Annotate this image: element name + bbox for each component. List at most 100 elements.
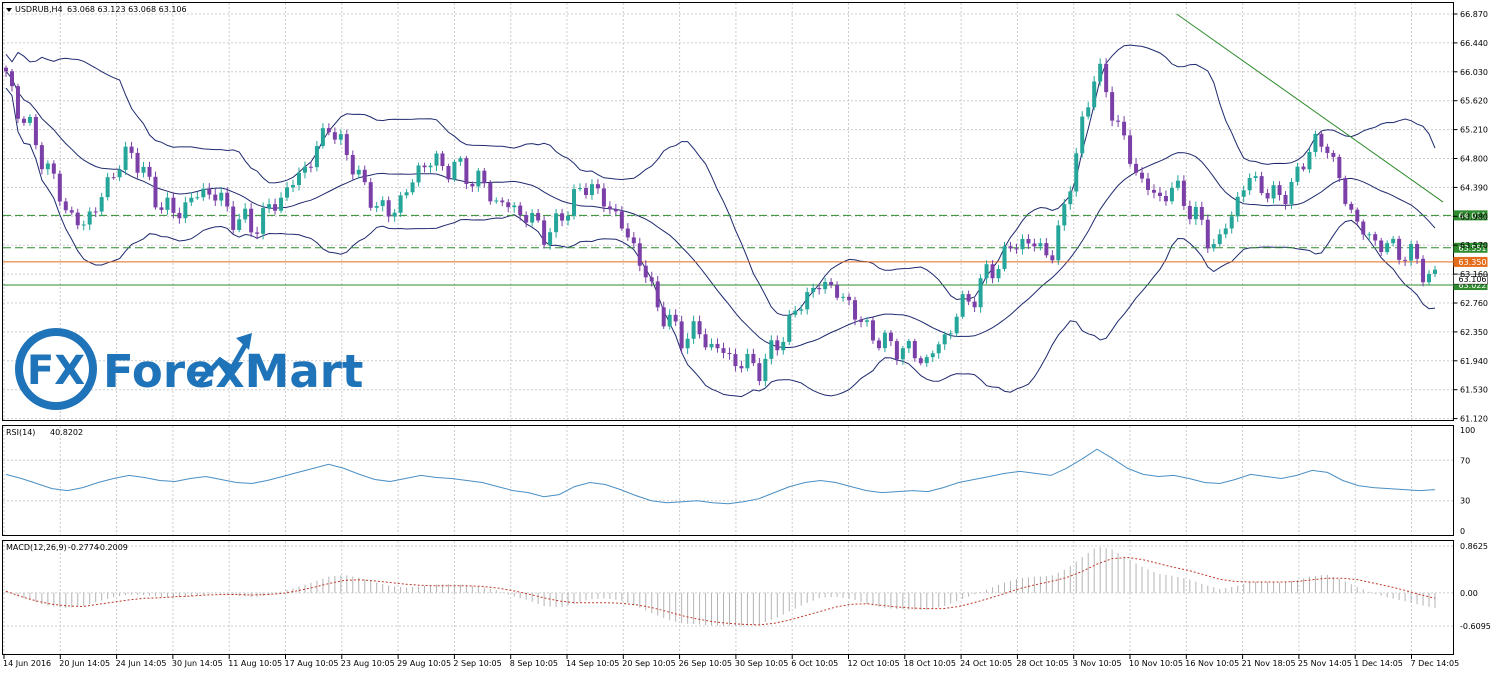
bear-candle — [1026, 238, 1031, 244]
bull-candle — [302, 166, 307, 173]
bear-candle — [751, 353, 756, 364]
x-tick-label: 7 Dec 14:05 — [1411, 659, 1460, 668]
bull-candle — [787, 314, 792, 342]
bear-candle — [9, 71, 14, 87]
x-tick-label: 28 Oct 10:05 — [1016, 659, 1068, 668]
bull-candle — [267, 204, 272, 209]
rsi-panel-frame — [2, 425, 1454, 536]
macd-signal-value: -0.2009 — [97, 543, 128, 552]
bull-candle — [781, 341, 786, 351]
bear-candle — [171, 197, 176, 213]
bear-candle — [649, 277, 654, 282]
bull-candle — [1020, 238, 1025, 250]
bear-candle — [1403, 259, 1408, 261]
macd-signal-line — [5, 556, 1436, 626]
bear-candle — [1157, 192, 1162, 196]
bull-candle — [1295, 166, 1300, 182]
x-tick-label: 11 Aug 10:05 — [228, 659, 282, 668]
bear-candle — [817, 287, 822, 290]
bear-candle — [249, 208, 254, 233]
bear-candle — [583, 188, 588, 195]
bear-candle — [207, 188, 212, 195]
bull-candle — [117, 169, 122, 178]
bull-candle — [201, 188, 206, 198]
macd-y-tick-label: -0.6095 — [1460, 622, 1491, 631]
logo-arrowhead-icon — [236, 333, 252, 350]
bull-candle — [589, 184, 594, 195]
bear-candle — [273, 204, 278, 211]
bull-candle — [811, 287, 816, 293]
x-tick-label: 18 Oct 10:05 — [904, 659, 956, 668]
bear-candle — [1014, 248, 1019, 250]
bull-candle — [823, 281, 828, 290]
y-tick-label: 64.390 — [1460, 183, 1488, 192]
bear-candle — [153, 176, 158, 208]
bear-candle — [255, 232, 260, 234]
rsi-y-tick-label: 30 — [1460, 497, 1470, 506]
bull-candle — [1175, 180, 1180, 188]
bear-candle — [1044, 243, 1049, 256]
bear-candle — [918, 358, 923, 364]
bear-candle — [673, 314, 678, 322]
bull-candle — [237, 219, 242, 230]
bull-candle — [996, 268, 1001, 279]
bear-candle — [75, 212, 80, 226]
bear-candle — [1163, 195, 1168, 202]
y-tick-label: 63.570 — [1460, 241, 1488, 250]
bear-candle — [111, 177, 116, 179]
bear-candle — [613, 209, 618, 212]
bear-candle — [1110, 92, 1115, 121]
bull-candle — [1092, 81, 1097, 108]
bear-candle — [1331, 152, 1336, 157]
bull-candle — [805, 292, 810, 310]
bull-candle — [1229, 216, 1234, 229]
bull-candle — [392, 212, 397, 217]
dropdown-arrow-icon[interactable] — [6, 8, 12, 12]
bear-candle — [147, 166, 152, 177]
logo-text: FX — [27, 348, 85, 394]
bear-candle — [601, 188, 606, 207]
bull-candle — [1313, 133, 1318, 152]
bear-candle — [518, 205, 523, 216]
rsi-indicator — [5, 448, 1436, 505]
current-price-tag — [1453, 273, 1488, 285]
bull-candle — [1056, 225, 1061, 261]
bear-candle — [1319, 133, 1324, 147]
bull-candle — [1433, 269, 1437, 274]
x-tick-label: 20 Sep 10:05 — [622, 659, 675, 668]
bear-candle — [524, 215, 529, 223]
bull-candle — [81, 224, 86, 226]
bull-candle — [1074, 153, 1079, 192]
bear-candle — [1104, 63, 1109, 93]
bollinger-upper-line — [5, 44, 1436, 316]
bull-candle — [1271, 185, 1276, 199]
bull-candle — [930, 353, 935, 358]
bull-candle — [1223, 228, 1228, 235]
bull-candle — [1002, 246, 1007, 269]
y-tick-label: 61.120 — [1460, 415, 1488, 424]
bull-candle — [243, 208, 248, 220]
bull-candle — [978, 278, 983, 308]
bear-candle — [488, 183, 493, 202]
bull-candle — [219, 192, 224, 201]
bull-candle — [1217, 234, 1222, 245]
y-tick-label: 62.350 — [1460, 328, 1488, 337]
bear-candle — [1277, 185, 1282, 195]
bear-candle — [542, 220, 547, 245]
bull-candle — [1211, 244, 1216, 249]
price-level-label: 63.022 — [1459, 281, 1487, 290]
bull-candle — [434, 153, 439, 166]
bear-candle — [446, 166, 451, 180]
bull-candle — [290, 184, 295, 188]
x-tick-label: 14 Sep 10:05 — [566, 659, 619, 668]
x-tick-label: 21 Nov 18:05 — [1242, 659, 1296, 668]
bull-candle — [27, 116, 32, 123]
bear-candle — [972, 301, 977, 308]
bear-candle — [835, 285, 840, 298]
bear-candle — [368, 182, 373, 208]
bull-candle — [338, 134, 343, 140]
bull-candle — [1391, 238, 1396, 244]
bear-candle — [870, 320, 875, 341]
bear-candle — [362, 169, 367, 183]
